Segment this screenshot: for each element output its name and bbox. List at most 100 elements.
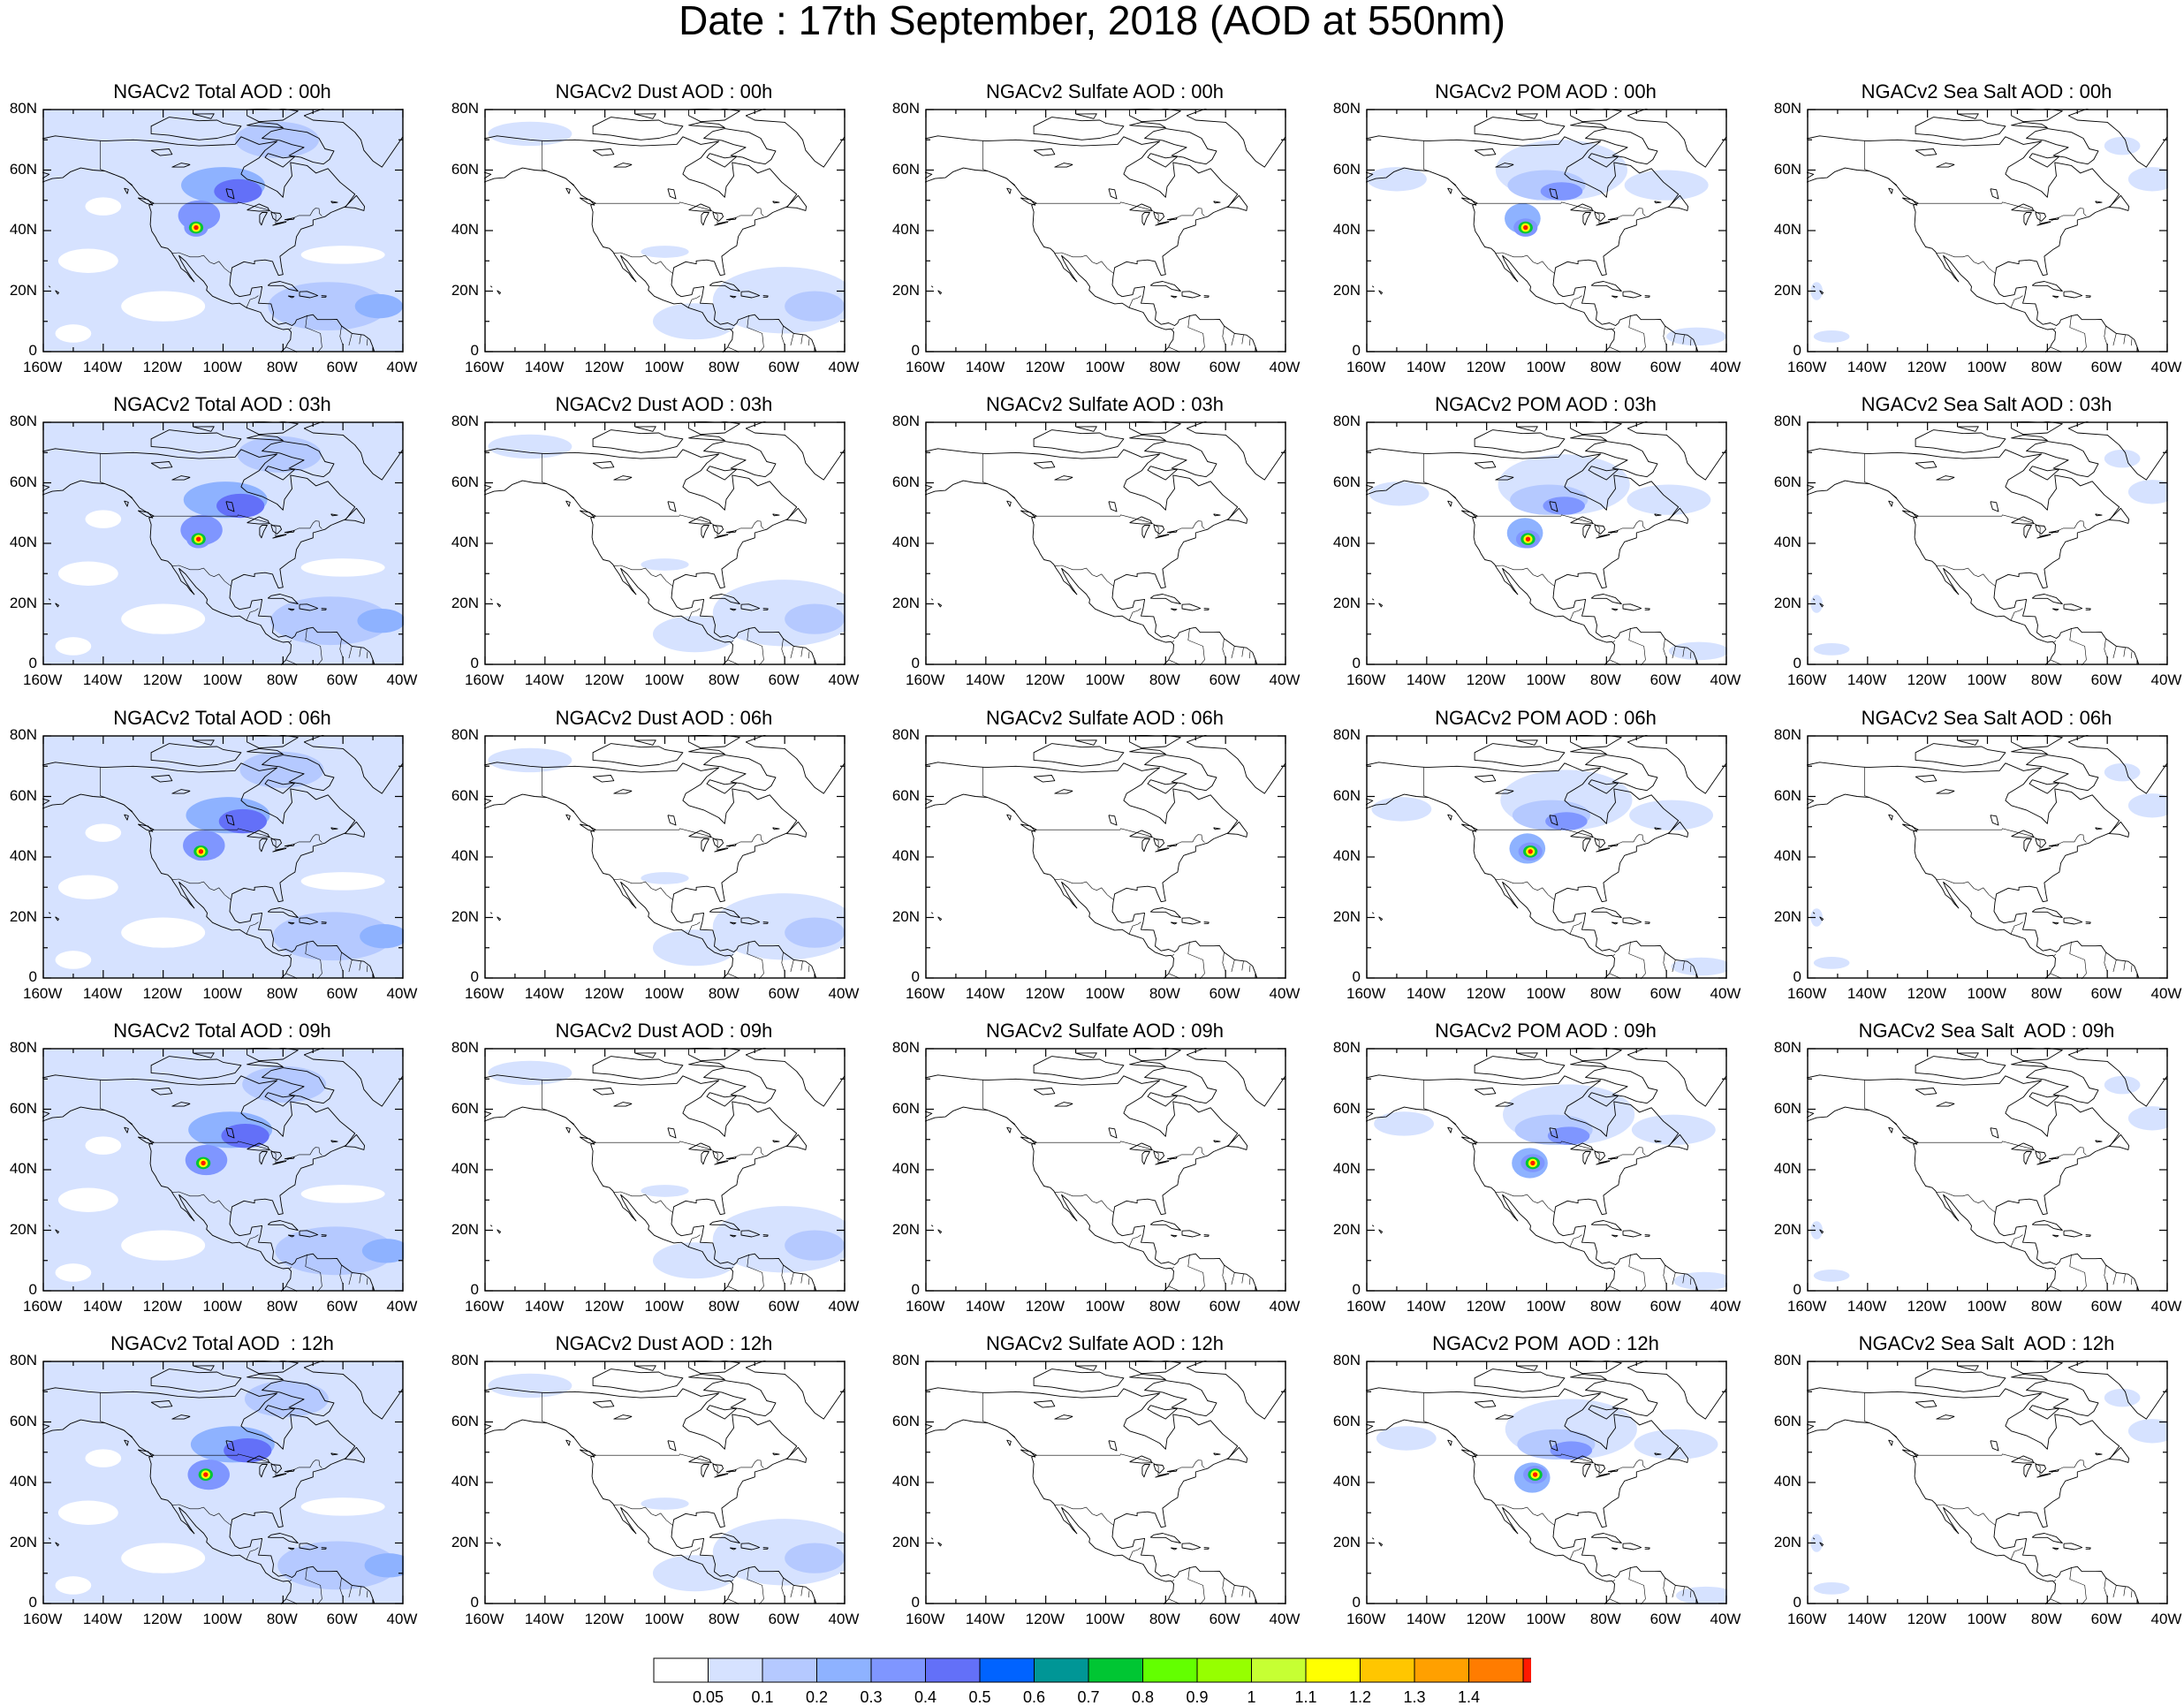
y-tick-label: 40N [9,221,37,238]
map-panel [1366,1361,1727,1604]
panel-title: NGACv2 Sea Salt AOD : 03h [1861,393,2112,415]
x-tick-label: 120W [584,359,625,375]
aod-shading [1550,1441,1593,1460]
x-tick-label: 60W [2090,1611,2122,1627]
map-canvas [925,421,1286,665]
x-tick-label: 100W [644,1298,684,1315]
y-tick-label: 40N [1332,221,1361,238]
map-canvas [42,735,404,979]
smoke-hotspot [1515,529,1541,549]
colorbar-swatch [816,1657,872,1683]
x-tick-label: 160W [1346,985,1386,1002]
x-tick-label: 120W [584,1611,625,1627]
x-tick-label: 160W [906,1298,945,1315]
y-tick-label: 60N [9,473,37,490]
x-tick-label: 40W [828,671,860,688]
map-canvas [1807,1361,2168,1604]
aod-shading [2127,1419,2168,1444]
x-tick-label: 140W [1847,671,1887,688]
x-tick-label: 160W [23,985,63,1002]
y-tick-label: 0 [28,1281,37,1298]
colorbar-tick-label: 0.7 [1077,1688,1100,1706]
x-tick-label: 60W [1649,671,1681,688]
x-tick-label: 80W [1149,1298,1180,1315]
colorbar: 0.05 0.1 0.2 0.3 0.4 0.5 0.6 0.7 0.8 0.9 1 1.1 1.2 1.… [653,1657,1578,1706]
x-tick-label: 100W [1526,985,1566,1002]
y-tick-label: 80N [1773,1352,1801,1369]
political-borders [982,140,1251,353]
y-tick-label: 40N [891,847,920,864]
x-tick-label: 60W [2090,985,2122,1002]
map-canvas [1807,421,2168,665]
y-tick-label: 0 [470,1281,479,1298]
aod-shading [488,1060,573,1086]
y-tick-label: 80N [1332,1352,1361,1369]
y-tick-label: 20N [1332,1220,1361,1238]
x-tick-label: 60W [326,1298,358,1315]
x-tick-label: 100W [1085,1611,1125,1627]
map-canvas [484,1361,846,1604]
colorbar-swatch [1142,1657,1198,1683]
map-canvas [484,421,846,665]
y-tick-label: 40N [891,1160,920,1177]
political-borders [1864,140,2133,353]
y-tick-label: 60N [1773,473,1801,490]
x-tick-label: 160W [465,1298,504,1315]
y-tick-label: 0 [28,1594,37,1611]
aod-shading [641,558,689,571]
x-tick-label: 140W [524,1611,565,1627]
x-tick-label: 80W [2030,1611,2062,1627]
aod-shading [272,912,393,961]
political-borders [1423,453,1692,665]
y-tick-label: 0 [911,342,920,359]
map-panel [925,421,1286,665]
coastlines [1807,1361,2168,1604]
map-canvas [925,109,1286,353]
axis-ticks [1366,735,1727,979]
colorbar-swatch [1305,1657,1361,1683]
political-borders [542,1080,810,1292]
y-tick-label: 80N [9,726,37,743]
x-tick-label: 120W [1466,671,1506,688]
axis-ticks [1807,735,2168,979]
x-tick-label: 100W [1085,671,1125,688]
aod-shading [2127,793,2168,818]
x-tick-label: 120W [1466,1611,1506,1627]
y-tick-label: 20N [891,1220,920,1238]
x-tick-label: 60W [326,985,358,1002]
y-tick-label: 20N [891,1533,920,1551]
y-tick-label: 80N [1773,413,1801,429]
aod-shading [216,493,265,519]
map-panel [1807,1361,2168,1604]
axis-ticks [1366,1048,1727,1292]
political-borders [1864,1080,2133,1292]
x-tick-label: 160W [465,671,504,688]
colorbar-swatch [1360,1657,1415,1683]
y-tick-label: 80N [891,1039,920,1056]
aod-shading [488,1373,573,1399]
x-tick-label: 80W [1589,1298,1621,1315]
map-panel [484,1361,846,1604]
colorbar-tick-label: 0.8 [1131,1688,1155,1706]
map-canvas [1807,109,2168,353]
aod-shading [1813,330,1850,343]
panel-title: NGACv2 Sea Salt AOD : 06h [1861,707,2112,729]
x-tick-label: 40W [828,985,860,1002]
aod-shading [361,1239,404,1263]
colorbar-swatch [1414,1657,1469,1683]
x-tick-label: 140W [82,671,123,688]
x-tick-label: 100W [1085,1298,1125,1315]
axis-ticks [1366,421,1727,665]
x-tick-label: 120W [142,1611,183,1627]
map-panel [484,1048,846,1292]
smoke-hotspot [1518,842,1543,861]
x-tick-label: 100W [1526,1611,1566,1627]
x-tick-label: 120W [1025,985,1065,1002]
aod-shading [239,751,324,788]
y-tick-label: 20N [9,281,37,299]
aod-shading [2127,167,2168,192]
x-tick-label: 140W [965,671,1005,688]
coastlines [484,1361,846,1604]
x-tick-label: 140W [1406,1611,1446,1627]
x-tick-label: 160W [465,1611,504,1627]
